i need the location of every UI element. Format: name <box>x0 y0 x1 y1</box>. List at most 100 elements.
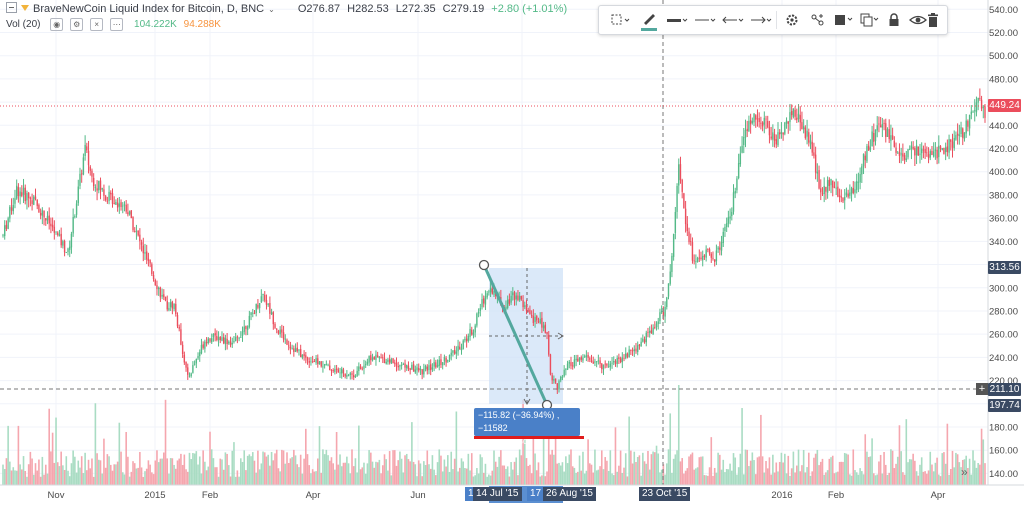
more-icon[interactable]: ⋯ <box>110 18 124 31</box>
volume-bar <box>695 468 697 485</box>
candle-body <box>809 140 812 145</box>
chevron-down-icon[interactable]: ⌄ <box>268 5 275 14</box>
candle-body <box>317 358 319 365</box>
volume-bar <box>553 454 555 485</box>
settings-icon[interactable]: ⚙ <box>70 18 84 31</box>
gear-icon[interactable] <box>779 8 805 32</box>
volume-bar <box>86 470 88 485</box>
volume-bar <box>411 422 413 485</box>
candle-body <box>710 253 712 258</box>
candle-body <box>373 357 375 360</box>
volume-bar <box>262 451 264 485</box>
candle-body <box>55 231 57 233</box>
add-plus-icon[interactable]: + <box>976 383 988 395</box>
line-arrow-left-icon[interactable] <box>720 8 746 32</box>
line-solid-icon[interactable] <box>692 8 718 32</box>
candle-body <box>248 315 251 327</box>
candle-body <box>342 369 345 374</box>
candle-body <box>613 361 615 363</box>
volume-bar <box>171 458 174 485</box>
volume-bar <box>760 414 762 485</box>
candle-body <box>257 304 259 308</box>
eye-icon[interactable]: ◉ <box>50 18 64 31</box>
volume-bar <box>387 470 389 485</box>
candle-body <box>883 122 885 124</box>
volume-bar <box>500 450 502 485</box>
collapse-icon[interactable] <box>6 2 17 13</box>
volume-bar <box>879 454 882 485</box>
eye-icon[interactable] <box>905 8 931 32</box>
x-tick-label: Apr <box>931 490 946 501</box>
candle-body <box>306 357 309 361</box>
candle-body <box>691 242 694 261</box>
candle-body <box>238 337 240 339</box>
candle-body <box>154 279 156 286</box>
volume-bar <box>41 456 44 485</box>
candle-body <box>51 224 54 228</box>
rectangle-select-icon[interactable] <box>607 8 633 32</box>
volume-bar <box>838 461 841 485</box>
volume-bar <box>9 461 11 485</box>
candle-body <box>866 146 868 162</box>
line-arrow-right-icon[interactable] <box>748 8 774 32</box>
volume-bar <box>778 461 781 485</box>
candle-body <box>180 329 182 345</box>
y-tick-label: 400.00 <box>989 167 1018 178</box>
volume-bar <box>758 456 760 485</box>
candle-body <box>74 216 76 218</box>
price-axis[interactable]: 540.00520.00500.00480.00460.00440.00420.… <box>987 0 1024 505</box>
volume-bar <box>363 462 365 485</box>
candle-body <box>464 338 466 341</box>
volume-bar <box>621 472 624 485</box>
volume-bar <box>599 466 601 485</box>
volume-bar <box>94 403 97 485</box>
volume-bar <box>238 476 240 485</box>
volume-bar <box>936 457 938 485</box>
volume-bar <box>339 454 341 485</box>
volume-bar <box>277 468 280 485</box>
volume-bar <box>665 463 668 485</box>
close-icon[interactable]: × <box>90 18 104 31</box>
volume-bar <box>128 476 131 485</box>
candle-body <box>161 294 163 297</box>
scroll-to-end-icon[interactable]: » <box>961 465 968 479</box>
volume-bar <box>481 457 483 485</box>
volume-bar <box>633 451 636 485</box>
candle-body <box>823 186 825 195</box>
volume-bar <box>554 418 557 485</box>
add-alert-icon[interactable] <box>805 8 831 32</box>
candle-body <box>618 357 620 359</box>
trash-icon[interactable] <box>920 8 946 32</box>
template-icon[interactable] <box>831 8 857 32</box>
legend-volume: Vol (20) ◉ ⚙ × ⋯ 104.222K 94.288K <box>6 18 225 31</box>
pencil-icon[interactable] <box>636 8 662 32</box>
y-tick-label: 180.00 <box>989 422 1018 433</box>
volume-bar <box>316 458 319 485</box>
candle-body <box>228 341 230 344</box>
candle-body <box>327 364 329 366</box>
lock-icon[interactable] <box>881 8 907 32</box>
line-thick-icon[interactable] <box>664 8 690 32</box>
candle-body <box>623 357 625 359</box>
volume-bar <box>161 458 163 485</box>
candle-body <box>476 313 478 326</box>
volume-bar <box>351 449 353 485</box>
volume-bar <box>493 450 495 485</box>
volume-bar <box>831 455 834 485</box>
volume-bar <box>80 456 83 485</box>
volume-bar <box>115 464 117 485</box>
volume-bar <box>402 472 405 485</box>
volume-bar <box>380 473 382 485</box>
volume-bar <box>784 453 786 485</box>
volume-bar <box>70 463 73 485</box>
candle-body <box>279 329 281 335</box>
volume-bar <box>515 457 518 485</box>
candle-body <box>484 296 487 305</box>
volume-bar <box>421 476 423 485</box>
volume-bar <box>258 469 261 485</box>
clone-icon[interactable] <box>857 8 883 32</box>
candle-body <box>303 353 305 357</box>
volume-bar <box>960 467 962 485</box>
candle-body <box>431 367 434 370</box>
